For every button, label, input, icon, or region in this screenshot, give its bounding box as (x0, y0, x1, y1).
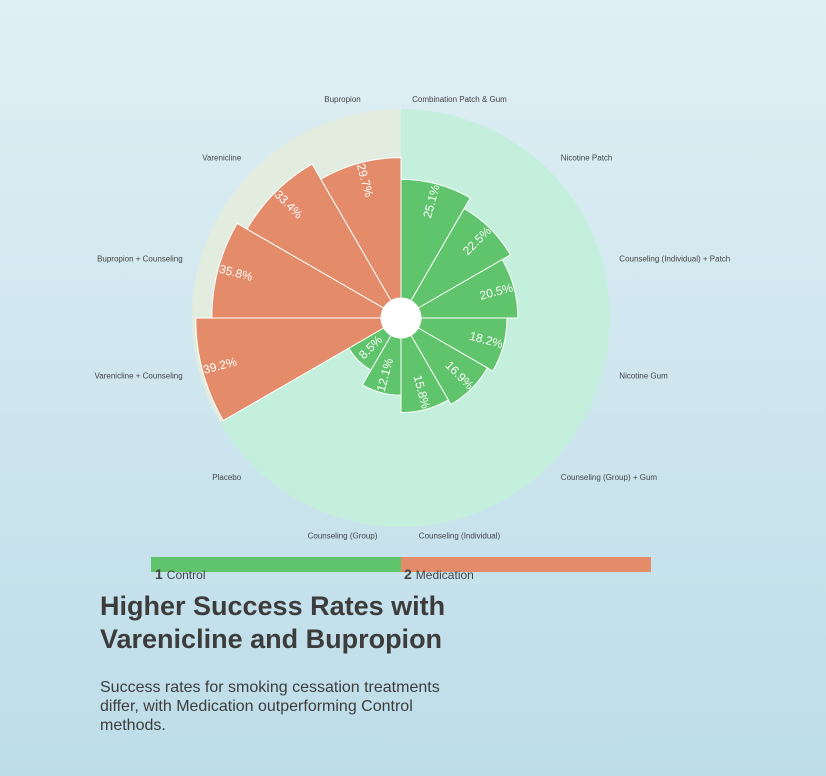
legend-item-control: 1 Control (155, 566, 205, 582)
category-label: Varenicline + Counseling (95, 372, 183, 381)
chart-title: Higher Success Rates with Varenicline an… (100, 591, 446, 654)
legend-number-medication: 2 (404, 566, 412, 582)
chart-subtitle: Success rates for smoking cessation trea… (100, 679, 440, 734)
center-hole (381, 298, 421, 338)
legend-label-control: Control (166, 568, 206, 582)
category-label: Placebo (212, 473, 241, 482)
category-label: Counseling (Group) (308, 531, 378, 540)
category-label: Varenicline (202, 153, 242, 162)
legend-bar-control (151, 557, 401, 572)
legend-bar-medication (401, 557, 651, 572)
category-label: Bupropion (324, 95, 360, 104)
legend-number-control: 1 (155, 566, 163, 582)
category-label: Combination Patch & Gum (412, 95, 507, 104)
legend-item-medication: 2 Medication (404, 566, 474, 582)
category-label: Counseling (Individual) (419, 531, 501, 540)
category-label: Nicotine Patch (561, 153, 613, 162)
category-label: Bupropion + Counseling (97, 255, 183, 264)
category-label: Counseling (Individual) + Patch (619, 255, 730, 264)
category-label: Counseling (Group) + Gum (561, 473, 658, 482)
category-label: Nicotine Gum (619, 372, 668, 381)
legend-label-medication: Medication (415, 568, 474, 582)
